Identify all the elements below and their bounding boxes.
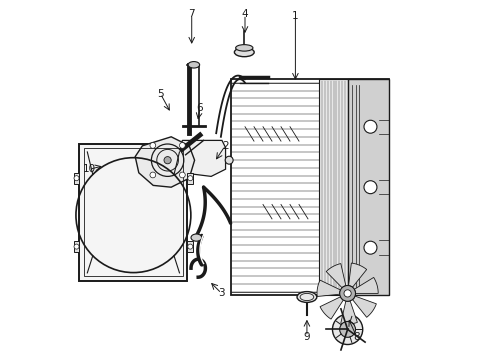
- Circle shape: [364, 120, 377, 133]
- Ellipse shape: [234, 48, 254, 57]
- Polygon shape: [348, 79, 389, 295]
- Text: 6: 6: [196, 103, 203, 113]
- Circle shape: [340, 321, 356, 337]
- Ellipse shape: [225, 156, 233, 164]
- Text: 3: 3: [218, 288, 225, 298]
- Polygon shape: [341, 301, 357, 324]
- Polygon shape: [317, 280, 341, 297]
- Circle shape: [188, 176, 193, 181]
- Polygon shape: [326, 264, 346, 288]
- Text: 7: 7: [189, 9, 195, 19]
- Polygon shape: [352, 296, 376, 317]
- Text: 1: 1: [292, 11, 299, 21]
- Circle shape: [364, 181, 377, 194]
- Circle shape: [150, 143, 156, 148]
- Ellipse shape: [188, 62, 199, 68]
- Circle shape: [179, 143, 185, 148]
- Circle shape: [333, 314, 363, 345]
- Polygon shape: [354, 278, 378, 293]
- Ellipse shape: [191, 234, 202, 241]
- Polygon shape: [187, 173, 193, 184]
- Circle shape: [150, 172, 156, 178]
- Ellipse shape: [297, 292, 317, 302]
- Circle shape: [364, 241, 377, 254]
- Text: 2: 2: [222, 141, 228, 151]
- Polygon shape: [320, 297, 343, 319]
- Circle shape: [340, 285, 356, 301]
- Text: 8: 8: [353, 332, 360, 342]
- Circle shape: [164, 157, 171, 164]
- Circle shape: [188, 244, 193, 249]
- Circle shape: [344, 290, 351, 297]
- Text: 9: 9: [304, 332, 310, 342]
- Polygon shape: [74, 241, 79, 252]
- Polygon shape: [74, 173, 79, 184]
- Circle shape: [179, 172, 185, 178]
- Ellipse shape: [236, 45, 253, 51]
- Polygon shape: [179, 140, 225, 176]
- Polygon shape: [348, 263, 367, 287]
- Circle shape: [74, 176, 79, 181]
- Text: 4: 4: [242, 9, 248, 19]
- Text: 10: 10: [83, 164, 96, 174]
- Polygon shape: [319, 79, 348, 295]
- Polygon shape: [79, 144, 187, 281]
- Polygon shape: [135, 137, 195, 187]
- Polygon shape: [187, 241, 193, 252]
- Circle shape: [74, 244, 79, 249]
- Text: 5: 5: [157, 89, 164, 99]
